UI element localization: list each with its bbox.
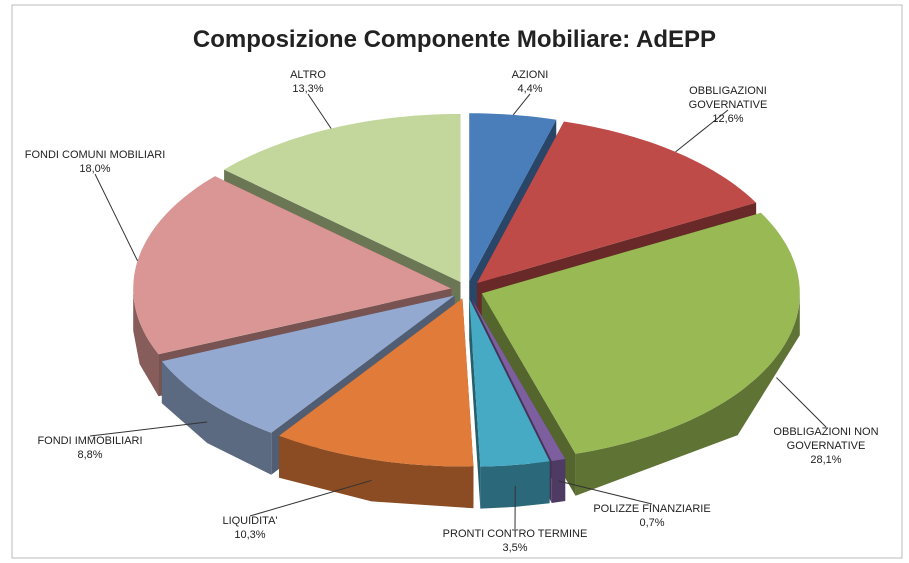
category-label: PRONTI CONTRO TERMINE <box>442 528 588 540</box>
leader-line <box>512 93 531 116</box>
data-label: POLIZZE FINANZIARIE 0,7% <box>582 502 722 530</box>
category-label: POLIZZE FINANZIARIE <box>593 503 711 515</box>
value-label: 28,1% <box>810 454 842 466</box>
value-label: 12,6% <box>712 113 744 125</box>
value-label: 4,4% <box>517 83 543 95</box>
slice-side <box>279 435 474 509</box>
value-label: 8,8% <box>77 449 103 461</box>
value-label: 18,0% <box>79 163 111 175</box>
category-label: FONDI IMMOBILIARI <box>37 435 143 447</box>
leader-line <box>776 377 827 428</box>
slice-side <box>133 288 159 397</box>
leader-line <box>94 173 139 262</box>
chart-title: Composizione Componente Mobiliare: AdEPP <box>192 26 717 53</box>
leader-line <box>307 93 332 129</box>
data-label: LIQUIDITA' 10,3% <box>210 514 290 542</box>
data-label: PRONTI CONTRO TERMINE 3,5% <box>430 527 600 555</box>
data-label: FONDI COMUNI MOBILIARI 18,0% <box>15 148 175 176</box>
leader-line <box>675 109 729 153</box>
data-label: ALTRO 13,3% <box>278 68 338 96</box>
slice-side <box>161 361 272 475</box>
value-label: 10,3% <box>234 529 266 541</box>
pie-slice <box>476 121 757 284</box>
data-label: OBBLIGAZIONI NON GOVERNATIVE 28,1% <box>761 425 891 467</box>
category-label: OBBLIGAZIONI NON GOVERNATIVE <box>773 426 879 452</box>
value-label: 3,5% <box>502 542 528 554</box>
pie-slice <box>279 298 474 467</box>
pie-slice <box>469 113 557 282</box>
pie-slice <box>161 295 455 433</box>
data-label: AZIONI 4,4% <box>500 68 560 96</box>
data-label: FONDI IMMOBILIARI 8,8% <box>20 434 160 462</box>
slice-side <box>480 461 550 509</box>
category-label: AZIONI <box>511 69 549 81</box>
pie-slice <box>224 114 461 282</box>
category-label: LIQUIDITA' <box>222 515 278 527</box>
category-label: ALTRO <box>290 69 326 81</box>
leader-line <box>89 421 208 437</box>
pie-slice <box>469 298 550 467</box>
leader-line <box>249 479 372 517</box>
data-label: OBBLIGAZIONI GOVERNATIVE 12,6% <box>673 84 783 126</box>
pie-slice <box>471 298 566 461</box>
value-label: 0,7% <box>639 517 665 529</box>
leader-line <box>558 480 653 505</box>
slice-side <box>575 293 800 496</box>
pie-slice <box>133 176 452 355</box>
category-label: FONDI COMUNI MOBILIARI <box>24 149 166 161</box>
value-label: 13,3% <box>292 83 324 95</box>
slice-cut-wall <box>469 298 481 509</box>
category-label: OBBLIGAZIONI GOVERNATIVE <box>688 85 768 111</box>
pie-slice <box>481 212 800 454</box>
chart-frame <box>11 4 903 559</box>
